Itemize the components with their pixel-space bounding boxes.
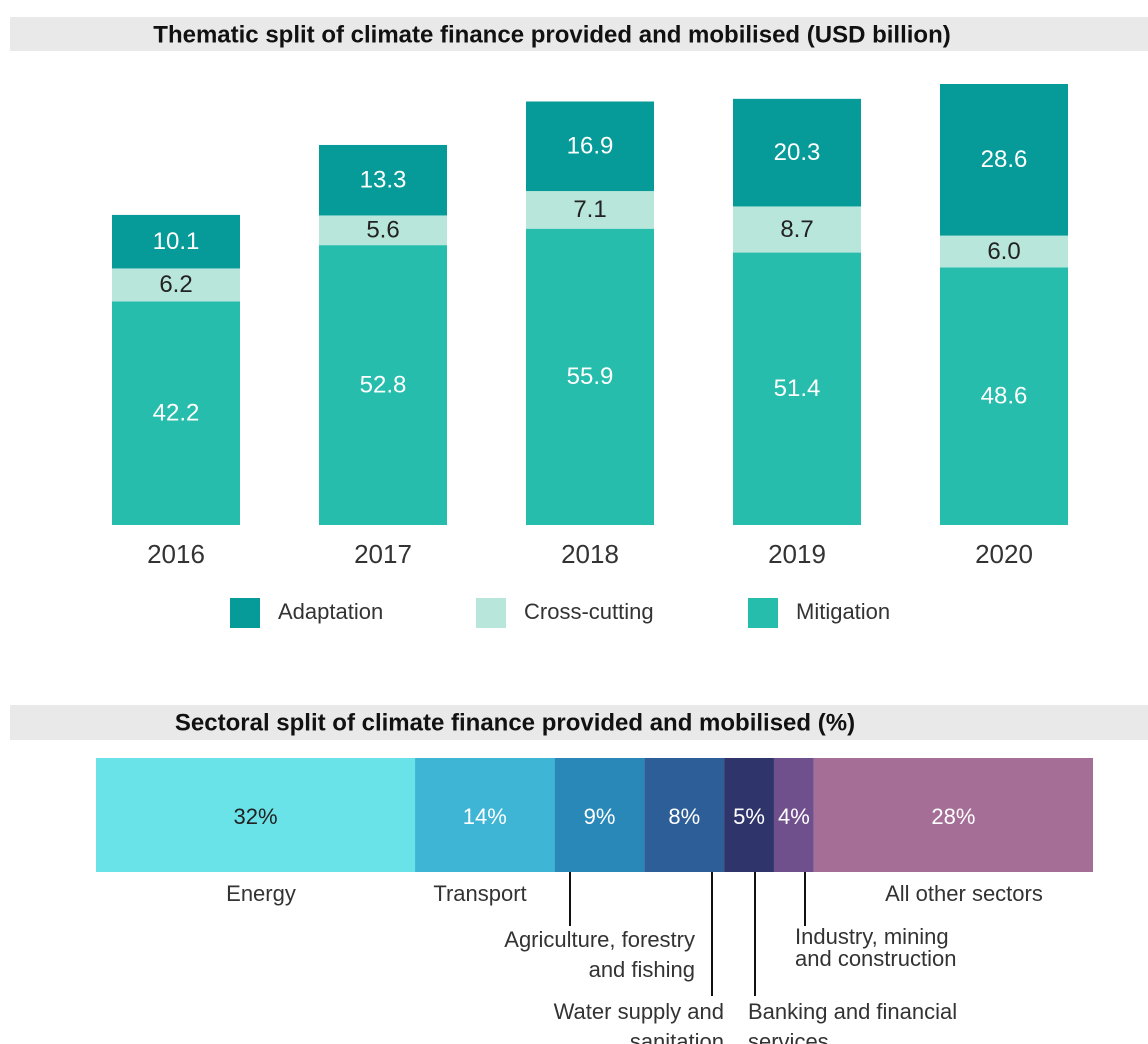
- bar-segment: [319, 215, 447, 246]
- data-label: 7.1: [573, 196, 606, 223]
- bar-segment: [319, 245, 447, 525]
- legend-swatch: [230, 598, 260, 628]
- bar-segment: [733, 206, 861, 253]
- bar-segment: [526, 228, 654, 525]
- data-label: 4%: [778, 804, 810, 829]
- legend-swatch: [748, 598, 778, 628]
- data-label: 8%: [668, 804, 700, 829]
- bar-segment: [733, 252, 861, 525]
- category-label: Banking and financial: [748, 999, 957, 1024]
- chart-title: Sectoral split of climate finance provid…: [175, 709, 855, 736]
- title-band: [10, 17, 1148, 51]
- data-label: 55.9: [567, 363, 614, 390]
- category-label: Agriculture, forestry: [504, 927, 695, 952]
- data-label: 28.6: [981, 146, 1028, 173]
- bar-segment: [773, 758, 814, 872]
- category-label: Transport: [433, 881, 526, 906]
- data-label: 42.2: [153, 400, 200, 427]
- category-label: services: [748, 1029, 829, 1044]
- data-label: 5%: [733, 804, 765, 829]
- category-label: sanitation: [630, 1029, 724, 1044]
- x-tick-label: 2016: [147, 539, 205, 569]
- bar-segment: [724, 758, 774, 872]
- title-band: [10, 705, 1148, 740]
- data-label: 52.8: [360, 371, 407, 398]
- legend-label: Adaptation: [278, 599, 383, 624]
- category-label: and construction: [795, 946, 956, 971]
- category-label: Energy: [226, 881, 296, 906]
- data-label: 8.7: [780, 216, 813, 243]
- category-label: Industry, mining: [795, 924, 949, 949]
- data-label: 14%: [463, 804, 507, 829]
- bar-segment: [644, 758, 725, 872]
- bar-segment: [112, 301, 240, 525]
- bar-segment: [526, 191, 654, 229]
- bar-segment: [813, 758, 1093, 872]
- category-label: Water supply and: [554, 999, 724, 1024]
- data-label: 9%: [584, 804, 616, 829]
- category-label: and fishing: [589, 957, 695, 982]
- data-label: 48.6: [981, 383, 1028, 410]
- data-label: 5.6: [366, 217, 399, 244]
- data-label: 6.2: [159, 271, 192, 298]
- bar-segment: [733, 98, 861, 207]
- data-label: 32%: [233, 804, 277, 829]
- legend-label: Cross-cutting: [524, 599, 654, 624]
- x-tick-label: 2019: [768, 539, 826, 569]
- category-label: All other sectors: [885, 881, 1043, 906]
- x-tick-label: 2020: [975, 539, 1033, 569]
- legend-label: Mitigation: [796, 599, 890, 624]
- bar-segment: [526, 101, 654, 192]
- legend-swatch: [476, 598, 506, 628]
- data-label: 28%: [931, 804, 975, 829]
- bar-segment: [940, 84, 1068, 236]
- bar-segment: [319, 144, 447, 216]
- bar-segment: [940, 267, 1068, 525]
- bar-segment: [940, 235, 1068, 268]
- data-label: 6.0: [987, 238, 1020, 265]
- data-label: 20.3: [774, 139, 821, 166]
- data-label: 13.3: [360, 167, 407, 194]
- data-label: 16.9: [567, 133, 614, 160]
- bar-segment: [554, 758, 645, 872]
- bar-segment: [415, 758, 555, 872]
- bar-segment: [112, 214, 240, 269]
- chart-title: Thematic split of climate finance provid…: [153, 21, 950, 48]
- bar-segment: [112, 268, 240, 302]
- x-tick-label: 2018: [561, 539, 619, 569]
- data-label: 51.4: [774, 375, 821, 402]
- x-tick-label: 2017: [354, 539, 412, 569]
- data-label: 10.1: [153, 228, 200, 255]
- bar-segment: [96, 758, 416, 872]
